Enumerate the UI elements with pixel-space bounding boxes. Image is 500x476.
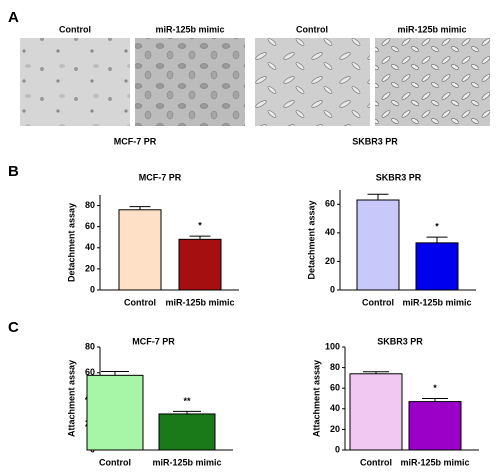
chart-title: MCF-7 PR: [139, 172, 182, 182]
image-group: MCF-7 PR: [114, 136, 157, 146]
x-tick-label: miR-125b mimic: [400, 457, 469, 467]
bar: [158, 413, 216, 451]
error-bar: [426, 236, 448, 243]
y-tick-label: 20: [325, 256, 335, 266]
error-bar: [363, 371, 389, 374]
significance: *: [435, 222, 439, 232]
micrograph: [255, 38, 370, 126]
y-tick-label: 60: [330, 383, 340, 393]
image-caption: Control: [296, 24, 328, 34]
y-tick-label: 80: [85, 341, 95, 351]
micrograph: [135, 38, 245, 126]
y-tick-label: 40: [85, 242, 95, 252]
image-group: SKBR3 PR: [352, 136, 398, 146]
y-tick-label: 60: [325, 199, 335, 209]
y-tick-label: 60: [85, 221, 95, 231]
y-tick-label: 0: [335, 444, 340, 454]
bar: [356, 199, 400, 291]
bar: [86, 374, 144, 451]
x-tick-label: Control: [362, 297, 394, 307]
y-tick-label: 80: [330, 362, 340, 372]
y-axis-label: Detachment assay: [66, 203, 76, 282]
y-axis-label: Attachment assay: [66, 360, 76, 437]
x-tick-label: miR-125b mimic: [165, 297, 234, 307]
bar: [118, 209, 162, 291]
y-tick-label: 80: [85, 200, 95, 210]
bar: [408, 401, 462, 451]
micrograph: [20, 38, 130, 126]
error-bar: [129, 206, 151, 210]
error-bar: [422, 398, 448, 402]
x-tick-label: miR-125b mimic: [152, 457, 221, 467]
y-tick-label: 0: [90, 284, 95, 294]
image-caption: miR-125b mimic: [397, 24, 466, 34]
x-tick-label: miR-125b mimic: [402, 297, 471, 307]
significance: *: [433, 383, 437, 393]
y-tick-label: 20: [330, 424, 340, 434]
significance: **: [183, 396, 191, 406]
chart-title: SKBR3 PR: [376, 172, 422, 182]
error-bar: [173, 410, 201, 414]
y-tick-label: 100: [325, 341, 340, 351]
y-axis-label: Attachment assay: [311, 360, 321, 437]
x-tick-label: Control: [360, 457, 392, 467]
error-bar: [189, 235, 211, 240]
panel-label: A: [8, 9, 19, 26]
y-axis-label: Detachment assay: [306, 200, 316, 279]
x-tick-label: Control: [124, 297, 156, 307]
y-tick-label: 20: [85, 263, 95, 273]
significance: *: [198, 221, 202, 231]
bar: [349, 373, 403, 451]
image-caption: Control: [59, 24, 91, 34]
y-tick-label: 40: [325, 227, 335, 237]
y-tick-label: 40: [330, 403, 340, 413]
chart-title: MCF-7 PR: [132, 336, 175, 346]
error-bar: [101, 370, 129, 376]
error-bar: [367, 193, 389, 200]
panel-label: C: [8, 319, 19, 336]
y-tick-label: 60: [85, 367, 95, 377]
micrograph: [375, 38, 490, 126]
image-caption: miR-125b mimic: [155, 24, 224, 34]
bar: [178, 238, 222, 291]
x-tick-label: Control: [99, 457, 131, 467]
chart-title: SKBR3 PR: [377, 336, 423, 346]
bar: [415, 242, 459, 291]
y-tick-label: 0: [330, 284, 335, 294]
panel-label: B: [8, 163, 19, 180]
